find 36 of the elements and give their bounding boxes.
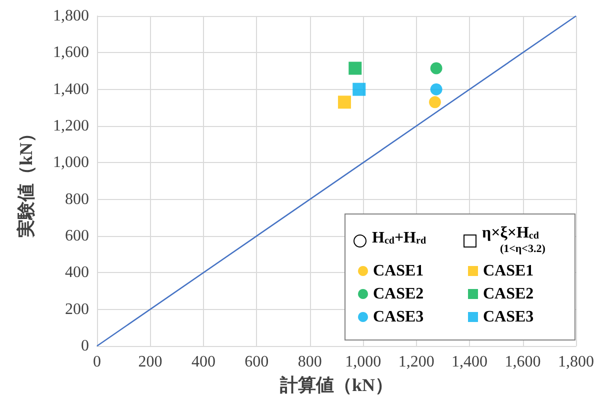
x-tick-label: 1,400: [452, 354, 488, 370]
y-tick-label: 1,600: [53, 44, 89, 62]
x-tick-label: 600: [244, 354, 269, 370]
legend-label: CASE3: [373, 308, 424, 326]
legend-label: CASE2: [483, 286, 534, 302]
legend-label: CASE3: [483, 308, 534, 326]
x-tick-label: 1,600: [504, 354, 541, 370]
y-tick-label: 400: [65, 264, 89, 282]
y-tick-label: 600: [65, 228, 89, 244]
point: [428, 96, 441, 108]
point: [352, 82, 366, 96]
x-tick-label: 1,000: [345, 354, 382, 370]
legend-label: CASE2: [373, 286, 424, 302]
x-tick-label: 200: [138, 354, 162, 370]
y-tick-label: 800: [65, 190, 89, 208]
x-tick-label: 0: [93, 354, 101, 370]
point: [430, 83, 442, 96]
y-tick-label: 200: [65, 300, 89, 318]
y-tick-label: 1,800: [53, 8, 89, 24]
annotation: η×ξ×Hcd (1<η<3.2): [482, 224, 546, 255]
legend-label: CASE1: [483, 262, 534, 280]
y-tick-label: 1,000: [53, 154, 89, 172]
x-tick-label: 1,200: [398, 354, 434, 370]
point: [430, 62, 442, 74]
point: [348, 62, 362, 75]
y-axis-title: 実験値（kN）: [16, 124, 36, 239]
y-tick-label: 0: [81, 338, 89, 354]
y-tick-label: 1,400: [53, 80, 89, 98]
point: [338, 96, 351, 109]
legend-label: CASE1: [373, 262, 424, 280]
x-tick-label: 800: [298, 354, 322, 370]
y-tick-label: 1,200: [53, 118, 89, 134]
x-tick-label: 400: [191, 354, 216, 370]
x-axis-title: 計算値（kN）: [278, 375, 394, 395]
x-tick-label: 1,800: [558, 354, 594, 370]
annotation: Hcd+Hrd: [372, 230, 426, 246]
